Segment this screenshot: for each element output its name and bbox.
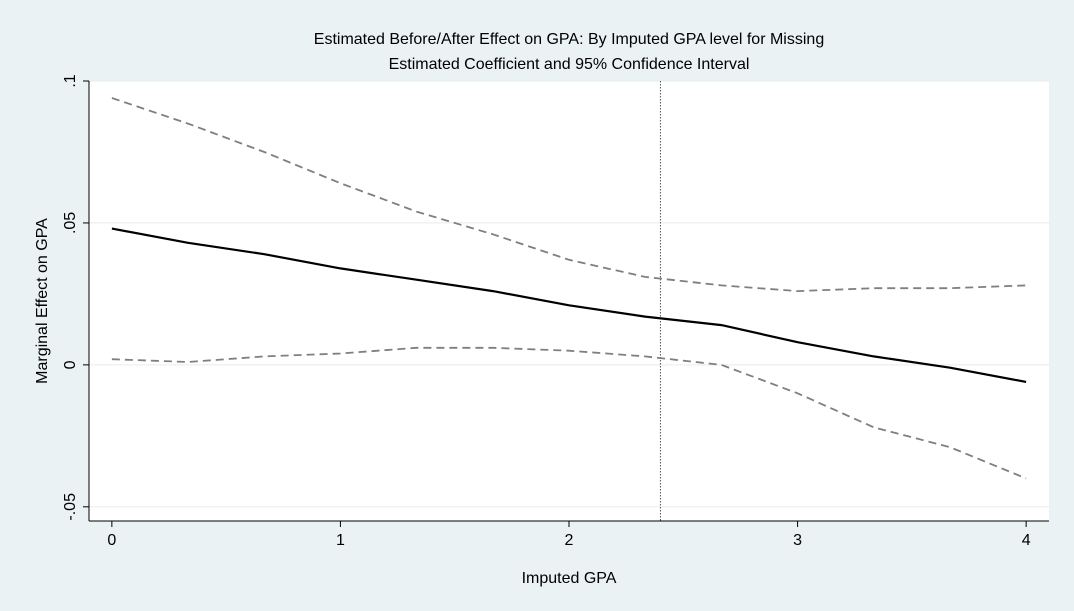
grid — [89, 80, 1049, 508]
x-tick-label: 4 — [1022, 532, 1031, 549]
x-tick-label: 3 — [793, 532, 802, 549]
x-tick-label: 2 — [565, 532, 574, 549]
series-group — [111, 97, 1027, 480]
y-tick-label: .1 — [62, 74, 79, 87]
y-tick-label: .05 — [62, 212, 79, 234]
plot-area — [89, 81, 1049, 521]
y-tick-label: 0 — [62, 360, 79, 369]
x-tick-label: 0 — [107, 532, 116, 549]
series-line-lower — [111, 346, 1027, 480]
y-axis-ticks: -.05 0 .05 .1 — [62, 74, 89, 521]
x-axis-label: Imputed GPA — [522, 570, 617, 587]
x-axis-ticks: 0 1 2 3 4 — [107, 521, 1031, 549]
chart-title: Estimated Before/After Effect on GPA: By… — [314, 31, 824, 48]
y-tick-label: -.05 — [62, 493, 79, 521]
series-line-upper — [111, 97, 1027, 293]
series-line-estimate — [111, 227, 1027, 383]
y-axis-label: Marginal Effect on GPA — [34, 218, 51, 384]
x-tick-label: 1 — [336, 532, 345, 549]
chart-subtitle: Estimated Coefficient and 95% Confidence… — [389, 56, 750, 73]
